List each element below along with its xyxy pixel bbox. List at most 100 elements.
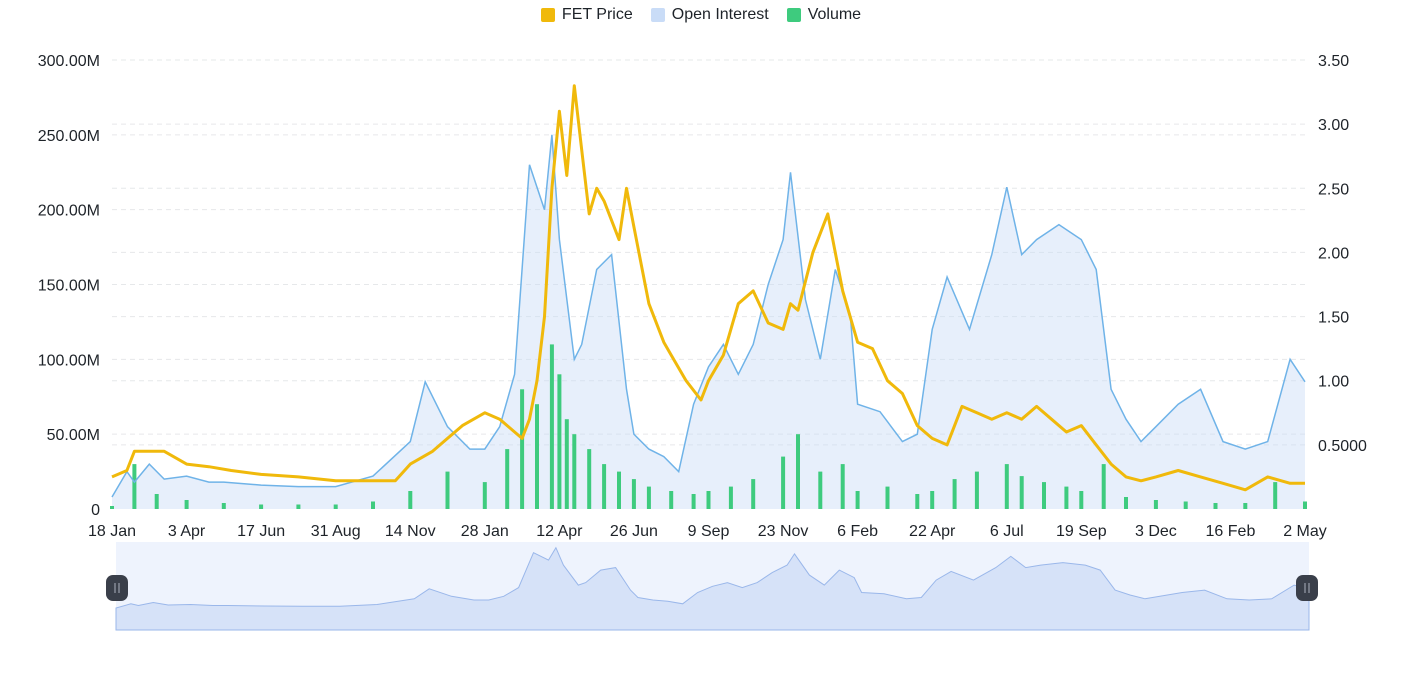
x-axis-tick-label: 6 Jul bbox=[990, 523, 1024, 540]
volume-bar bbox=[1004, 464, 1009, 509]
volume-bar bbox=[587, 449, 592, 509]
volume-bar bbox=[154, 494, 159, 509]
volume-bar bbox=[445, 471, 450, 509]
volume-bar bbox=[221, 503, 226, 509]
volume-bar bbox=[505, 449, 510, 509]
x-axis-tick-label: 14 Nov bbox=[385, 523, 436, 540]
legend-swatch-open-interest bbox=[650, 8, 665, 22]
right-axis-tick-label: 1.00 bbox=[1318, 374, 1349, 391]
volume-bar bbox=[1124, 497, 1128, 509]
volume-bar bbox=[110, 506, 114, 509]
x-axis-tick-label: 9 Sep bbox=[688, 523, 730, 540]
x-axis-tick-label: 28 Jan bbox=[461, 523, 509, 540]
navigator-area bbox=[115, 546, 1310, 631]
volume-bar bbox=[132, 464, 137, 509]
x-axis-tick-label: 26 Jun bbox=[610, 523, 658, 540]
volume-bar bbox=[974, 471, 979, 509]
right-axis-tick-label: 2.50 bbox=[1318, 181, 1349, 198]
x-axis-tick-label: 22 Apr bbox=[909, 523, 956, 540]
volume-bar bbox=[915, 494, 920, 509]
volume-bar bbox=[408, 491, 413, 509]
volume-bar bbox=[930, 491, 935, 509]
volume-bar bbox=[952, 479, 957, 509]
volume-bars bbox=[110, 344, 1307, 509]
handle-body bbox=[1296, 575, 1318, 601]
volume-bar bbox=[557, 374, 562, 509]
navigator-right-handle[interactable] bbox=[1296, 575, 1318, 601]
legend-item-volume[interactable]: Volume bbox=[786, 6, 862, 24]
x-axis-tick-label: 12 Apr bbox=[536, 523, 583, 540]
right-axis: 0.5000 1.00 1.50 2.00 2.50 3.00 3.50 bbox=[1318, 53, 1367, 455]
volume-bar bbox=[706, 491, 711, 509]
volume-bar bbox=[669, 491, 674, 509]
volume-bar bbox=[1303, 501, 1307, 509]
volume-bar bbox=[371, 501, 375, 509]
handle-body bbox=[106, 575, 128, 601]
volume-bar bbox=[572, 434, 577, 509]
x-axis-tick-label: 3 Dec bbox=[1135, 523, 1177, 540]
volume-bar bbox=[535, 404, 539, 509]
volume-bar bbox=[1273, 482, 1278, 509]
legend-item-open-interest[interactable]: Open Interest bbox=[650, 6, 769, 24]
volume-bar bbox=[1183, 501, 1188, 509]
x-axis-tick-label: 6 Feb bbox=[837, 523, 878, 540]
volume-bar bbox=[691, 494, 696, 509]
x-axis: 18 Jan 3 Apr 17 Jun 31 Aug 14 Nov 28 Jan 12 Ap… bbox=[88, 523, 1327, 540]
right-axis-tick-label: 1.50 bbox=[1318, 310, 1349, 327]
open-interest-area-fill bbox=[112, 134, 1305, 510]
left-axis-tick-label: 300.00M bbox=[38, 53, 100, 70]
x-axis-tick-label: 2 May bbox=[1283, 523, 1327, 540]
left-axis-tick-label: 0 bbox=[91, 502, 100, 519]
volume-bar bbox=[631, 479, 636, 509]
left-axis-tick-label: 150.00M bbox=[38, 278, 100, 295]
volume-bar bbox=[1079, 491, 1084, 509]
right-axis-tick-label: 0.5000 bbox=[1318, 438, 1367, 455]
volume-bar bbox=[818, 471, 823, 509]
volume-bar bbox=[482, 482, 487, 509]
x-axis-tick-label: 16 Feb bbox=[1206, 523, 1256, 540]
volume-bar bbox=[781, 456, 786, 509]
open-interest-area bbox=[112, 134, 1305, 510]
x-axis-tick-label: 19 Sep bbox=[1056, 523, 1107, 540]
x-axis-tick-label: 3 Apr bbox=[168, 523, 206, 540]
volume-bar bbox=[1153, 500, 1158, 509]
volume-bar bbox=[1213, 503, 1218, 509]
left-axis-tick-label: 250.00M bbox=[38, 128, 100, 145]
volume-bar bbox=[796, 434, 800, 509]
legend-item-fet-price[interactable]: FET Price bbox=[540, 6, 633, 24]
x-axis-tick-label: 31 Aug bbox=[311, 523, 361, 540]
left-axis-tick-label: 50.00M bbox=[47, 427, 100, 444]
x-axis-tick-label: 18 Jan bbox=[88, 523, 136, 540]
range-navigator[interactable] bbox=[106, 542, 1318, 631]
volume-bar bbox=[840, 464, 845, 509]
volume-bar bbox=[1243, 503, 1248, 509]
volume-bar bbox=[296, 504, 301, 509]
left-axis-tick-label: 100.00M bbox=[38, 352, 100, 369]
chart-legend: FET Price Open Interest Volume bbox=[0, 6, 1402, 24]
volume-bar bbox=[855, 491, 860, 509]
volume-bar bbox=[646, 486, 651, 509]
legend-swatch-fet-price bbox=[540, 8, 555, 22]
price-line bbox=[111, 84, 1305, 492]
volume-bar bbox=[184, 500, 189, 509]
right-axis-tick-label: 2.00 bbox=[1318, 245, 1349, 262]
volume-bar bbox=[1064, 486, 1069, 509]
navigator-left-handle[interactable] bbox=[106, 575, 128, 601]
volume-bar bbox=[602, 464, 607, 509]
legend-label-fet-price: FET Price bbox=[561, 6, 633, 23]
volume-bar bbox=[728, 486, 733, 509]
volume-bar bbox=[1101, 464, 1106, 509]
volume-bar bbox=[1019, 476, 1024, 509]
volume-bar bbox=[885, 486, 890, 509]
legend-label-volume: Volume bbox=[807, 6, 862, 23]
volume-bar bbox=[751, 479, 756, 509]
x-axis-tick-label: 17 Jun bbox=[237, 523, 285, 540]
volume-bar bbox=[564, 419, 569, 509]
legend-label-open-interest: Open Interest bbox=[671, 6, 769, 23]
left-axis-tick-label: 200.00M bbox=[38, 203, 100, 220]
volume-bar bbox=[549, 344, 554, 509]
right-axis-tick-label: 3.50 bbox=[1318, 53, 1349, 70]
volume-bar bbox=[617, 471, 621, 509]
